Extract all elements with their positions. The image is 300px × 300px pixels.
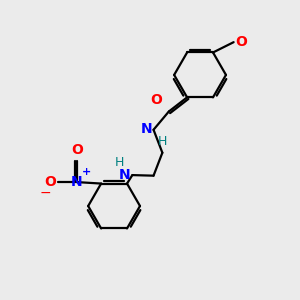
Text: −: − bbox=[40, 186, 51, 200]
Text: N: N bbox=[71, 175, 83, 189]
Text: O: O bbox=[44, 175, 56, 189]
Text: O: O bbox=[71, 143, 83, 158]
Text: N: N bbox=[140, 122, 152, 136]
Text: H: H bbox=[158, 135, 167, 148]
Text: O: O bbox=[235, 35, 247, 49]
Text: N: N bbox=[119, 168, 131, 182]
Text: H: H bbox=[115, 156, 124, 169]
Text: O: O bbox=[151, 93, 162, 107]
Text: +: + bbox=[82, 167, 92, 177]
